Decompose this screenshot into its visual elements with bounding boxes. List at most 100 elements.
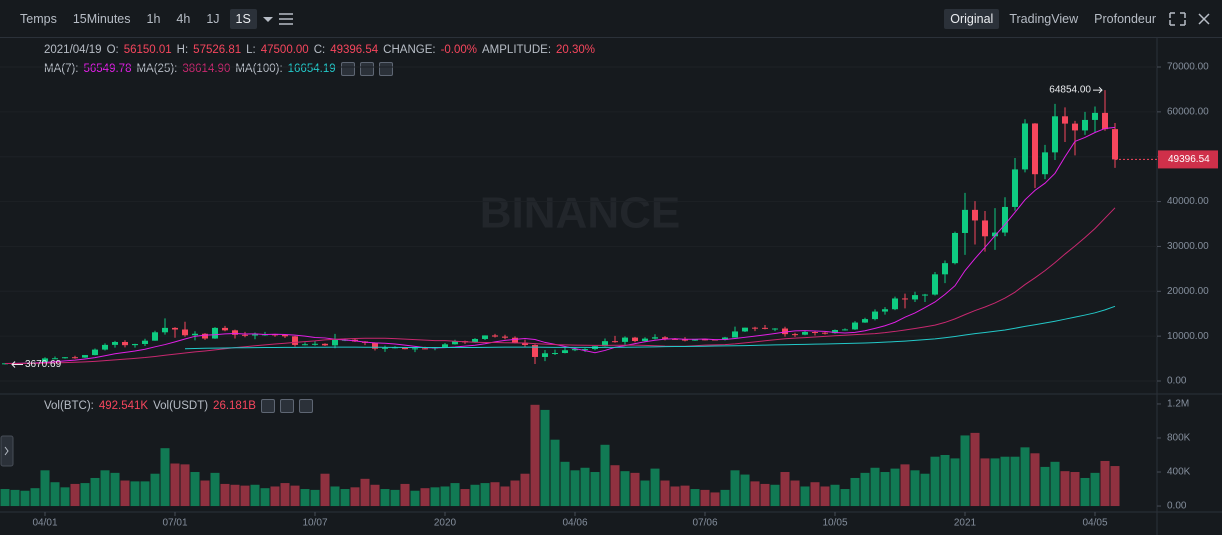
candle-body: [182, 329, 188, 336]
volume-bar: [220, 483, 230, 507]
candle-body: [1082, 119, 1088, 131]
y-tick-label: 70000.00: [1167, 62, 1209, 73]
interval[interactable]: 1h: [146, 11, 161, 26]
volume-bar: [540, 409, 550, 507]
candle-body: [892, 298, 898, 310]
candle-body: [452, 341, 458, 345]
candle-body: [302, 344, 308, 346]
candle-body: [222, 327, 228, 331]
x-tick-label: 04/05: [1082, 518, 1107, 529]
volume-bar: [310, 489, 320, 507]
legend-label: Vol(USDT): [153, 400, 209, 412]
volume-bar: [140, 481, 150, 507]
candle-body: [692, 339, 698, 341]
legend-value: 49396.54: [330, 44, 379, 56]
time-label: Temps: [20, 11, 57, 26]
legend-value: 56150.01: [123, 44, 172, 56]
candle-body: [722, 337, 728, 340]
candle-body: [162, 327, 168, 333]
side-tab-icon: [4, 446, 9, 456]
candle-body: [942, 263, 948, 275]
ohlc-legend: 2021/04/19 O: 56150.01 H: 57526.81 L: 47500.00…: [44, 44, 595, 56]
candle-body: [152, 332, 158, 341]
volume-bar: [1030, 453, 1040, 507]
volume-bar: [180, 464, 190, 507]
volume-bar: [920, 473, 930, 507]
candle-body: [962, 209, 968, 233]
legend-icon[interactable]: [359, 62, 374, 76]
legend-value: 492.541K: [98, 400, 149, 412]
x-tick-label: 2021: [954, 518, 977, 529]
legend-value: 20.30%: [556, 44, 596, 56]
candle-body: [612, 341, 618, 343]
candle-body: [382, 347, 388, 349]
ma-line: [4, 126, 1116, 365]
candle-body: [762, 327, 768, 329]
interval[interactable]: 1J: [206, 11, 220, 26]
volume-bar: [260, 488, 270, 507]
candle-body: [42, 358, 48, 363]
legend-icon[interactable]: [279, 399, 294, 413]
x-tick-label: 07/01: [162, 518, 187, 529]
candle-body: [812, 332, 818, 334]
legend-icon[interactable]: [260, 399, 275, 413]
y-tick-label: 10000.00: [1167, 331, 1209, 342]
candle-body: [562, 350, 568, 354]
legend-icon[interactable]: [298, 399, 313, 413]
candle-body: [492, 335, 498, 337]
interval[interactable]: 1S: [229, 8, 257, 29]
candle-body: [192, 333, 198, 336]
volume-bar: [270, 486, 280, 507]
view[interactable]: Profondeur: [1094, 11, 1156, 26]
candle-body: [862, 319, 868, 323]
volume-bar: [370, 484, 380, 507]
volume-bar: [430, 487, 440, 507]
candle-body: [782, 328, 788, 335]
candle-body: [792, 334, 798, 336]
volume-bar: [100, 470, 110, 507]
volume-bar: [30, 488, 40, 507]
candle-body: [802, 332, 808, 335]
side-tab[interactable]: [0, 435, 14, 467]
volume-bar: [580, 467, 590, 507]
volume-bar: [1090, 472, 1100, 507]
volume-bar: [640, 480, 650, 507]
legend-label: MA(7):: [44, 63, 79, 75]
volume-bar: [550, 439, 560, 507]
legend-label: CHANGE:: [383, 44, 436, 56]
volume-bar: [410, 490, 420, 507]
x-tick-label: 04/06: [562, 518, 587, 529]
candle-body: [2, 363, 8, 365]
candle-body: [1062, 116, 1068, 124]
interval[interactable]: 4h: [176, 11, 191, 26]
toolbar-icons[interactable]: [257, 9, 297, 29]
volume-bar: [520, 473, 530, 507]
volume-bar: [720, 489, 730, 507]
volume-bar: [670, 486, 680, 507]
candle-body: [202, 333, 208, 339]
candle-body: [1002, 206, 1008, 233]
candle-body: [832, 329, 838, 334]
volume-bar: [490, 482, 500, 507]
x-tick-label: 07/06: [692, 518, 717, 529]
candle-body: [842, 329, 848, 331]
volume-bar: [80, 483, 90, 507]
candle-body: [772, 328, 778, 330]
candle-body: [1112, 129, 1118, 160]
legend-label: MA(25):: [136, 63, 178, 75]
y-tick-label: 60000.00: [1167, 106, 1209, 117]
legend-icon[interactable]: [340, 62, 355, 76]
candle-body: [412, 348, 418, 350]
view[interactable]: Original: [944, 8, 1000, 29]
interval[interactable]: 15Minutes: [72, 11, 131, 26]
candle-body: [1052, 116, 1058, 153]
y-tick-label: 40000.00: [1167, 196, 1209, 207]
legend-label: AMPLITUDE:: [482, 44, 552, 56]
volume-bar: [40, 470, 50, 507]
view[interactable]: TradingView: [1009, 11, 1079, 26]
candle-body: [682, 339, 688, 341]
legend-icon[interactable]: [378, 62, 393, 76]
legend-value: 26.181B: [213, 400, 256, 412]
window-icons[interactable]: [1162, 9, 1222, 29]
volume-bar: [1000, 456, 1010, 507]
